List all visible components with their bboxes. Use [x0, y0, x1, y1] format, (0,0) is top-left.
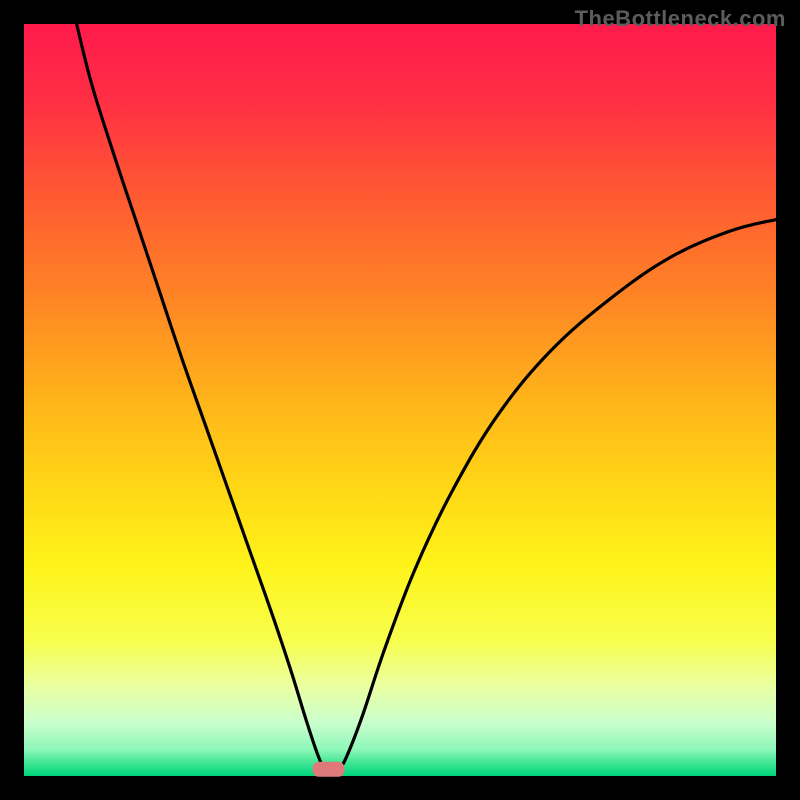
- watermark-text: TheBottleneck.com: [575, 6, 786, 32]
- chart-svg: [0, 0, 800, 800]
- plot-background: [24, 24, 776, 776]
- chart-root: { "canvas": { "width": 800, "height": 80…: [0, 0, 800, 800]
- minimum-marker: [313, 762, 345, 777]
